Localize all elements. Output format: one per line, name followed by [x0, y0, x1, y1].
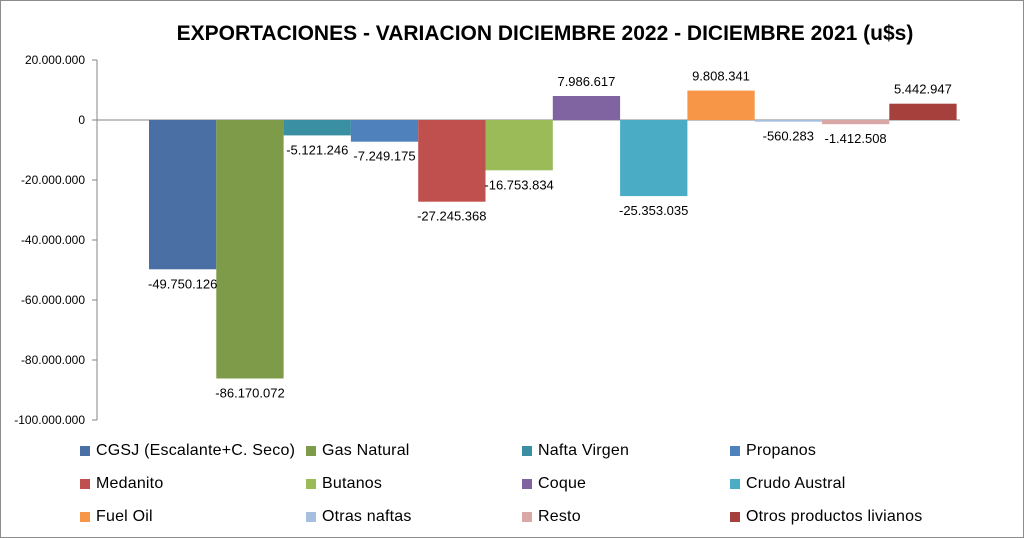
y-tick-label: -100.000.000	[14, 413, 85, 427]
bars-group	[149, 90, 957, 379]
data-label: -16.753.834	[484, 177, 553, 192]
legend-item: Otras naftas	[306, 506, 412, 528]
legend-item: Gas Natural	[306, 440, 410, 462]
legend-item: Butanos	[306, 473, 382, 495]
data-label: -560.283	[763, 129, 814, 144]
legend-item: Crudo Austral	[730, 473, 846, 495]
bar	[216, 120, 284, 379]
y-tick-label: 20.000.000	[25, 53, 85, 67]
data-label: -7.249.175	[353, 149, 415, 164]
bar	[350, 120, 419, 142]
y-tick-label: -20.000.000	[21, 173, 85, 187]
chart-title: EXPORTACIONES - VARIACION DICIEMBRE 2022…	[177, 22, 914, 45]
legend-item: Propanos	[730, 440, 816, 462]
legend-label: Otros productos livianos	[746, 508, 923, 525]
data-label: 9.808.341	[692, 69, 750, 84]
legend-item: CGSJ (Escalante+C. Seco)	[80, 440, 295, 462]
legend-label: CGSJ (Escalante+C. Seco)	[96, 442, 296, 459]
data-label: 7.986.617	[557, 74, 615, 89]
legend-item: Fuel Oil	[80, 506, 153, 528]
y-tick-label: -40.000.000	[21, 233, 85, 247]
legend-swatch	[80, 479, 90, 489]
legend-label: Nafta Virgen	[538, 442, 630, 459]
data-label: -25.353.035	[619, 203, 688, 218]
legend-swatch	[306, 446, 316, 456]
legend-label: Otras naftas	[322, 508, 412, 525]
bar	[283, 120, 351, 136]
legend-swatch	[730, 512, 740, 522]
legend-label: Fuel Oil	[96, 508, 153, 525]
legend: CGSJ (Escalante+C. Seco) Gas Natural Nafta…	[80, 436, 980, 532]
legend-swatch	[80, 512, 90, 522]
bar	[149, 120, 217, 270]
legend-label: Coque	[538, 475, 587, 492]
bar	[687, 90, 755, 120]
legend-item: Resto	[522, 506, 581, 528]
legend-label: Butanos	[322, 475, 383, 492]
bar	[889, 103, 957, 120]
legend-swatch	[306, 479, 316, 489]
legend-swatch	[522, 479, 532, 489]
y-tick-label: 0	[78, 113, 85, 127]
legend-item: Medanito	[80, 473, 163, 495]
legend-swatch	[80, 446, 90, 456]
data-label: -49.750.126	[148, 276, 217, 291]
legend-swatch	[730, 479, 740, 489]
data-label: -1.412.508	[825, 131, 887, 146]
legend-swatch	[522, 512, 532, 522]
legend-label: Medanito	[96, 475, 164, 492]
data-label: -27.245.368	[417, 209, 486, 224]
y-tick-label: -80.000.000	[21, 353, 85, 367]
data-label: 5.442.947	[894, 82, 952, 97]
legend-swatch	[730, 446, 740, 456]
legend-label: Crudo Austral	[746, 475, 846, 492]
bar	[552, 96, 621, 120]
bar	[485, 120, 553, 171]
y-tick-label: -60.000.000	[21, 293, 85, 307]
legend-item: Otros productos livianos	[730, 506, 922, 528]
data-labels-group: -49.750.126 -86.170.072 -5.121.246 -7.249.1…	[148, 69, 952, 401]
bar	[754, 120, 822, 122]
legend-item: Nafta Virgen	[522, 440, 629, 462]
data-label: -5.121.246	[286, 142, 348, 157]
data-label: -86.170.072	[215, 386, 284, 401]
legend-label: Resto	[538, 508, 581, 525]
bar	[418, 120, 486, 202]
legend-swatch	[522, 446, 532, 456]
bar	[822, 120, 890, 125]
legend-swatch	[306, 512, 316, 522]
legend-item: Coque	[522, 473, 586, 495]
bar	[620, 120, 688, 197]
legend-label: Propanos	[746, 442, 817, 459]
legend-label: Gas Natural	[322, 442, 410, 459]
